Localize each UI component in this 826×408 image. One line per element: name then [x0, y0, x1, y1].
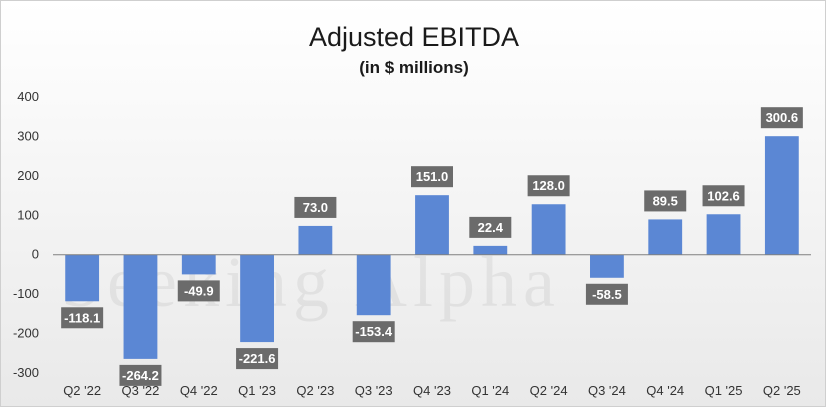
x-tick-label: Q4 '22 — [180, 383, 218, 398]
data-label-box — [177, 280, 220, 302]
y-tick-label: -100 — [13, 286, 39, 301]
x-tick-label: Q4 '23 — [413, 383, 451, 398]
x-tick-label: Q2 '23 — [296, 383, 334, 398]
bar — [415, 195, 449, 255]
data-label-text: 128.0 — [532, 178, 565, 193]
data-label: -221.6 — [236, 348, 279, 370]
x-tick-label: Q2 '24 — [530, 383, 568, 398]
data-label-box — [411, 166, 453, 188]
bar — [531, 204, 566, 255]
bar — [590, 254, 624, 278]
data-label-text: 151.0 — [416, 169, 449, 184]
data-label: 151.0 — [411, 166, 453, 188]
x-axis: Q2 '22 Q3 '22 Q4 '22 Q1 '23 Q2 '23 Q3 '23 Q4 '… — [63, 383, 801, 398]
data-label: 128.0 — [527, 175, 570, 197]
y-tick-label: 0 — [32, 247, 39, 262]
data-label-text: -58.5 — [592, 287, 622, 302]
data-label-box — [527, 175, 570, 197]
bar — [356, 254, 391, 316]
y-tick-label: -300 — [13, 365, 39, 380]
data-label-box — [469, 216, 512, 238]
y-tick-label: -200 — [13, 326, 39, 341]
chart-title: Adjusted EBITDA — [309, 22, 519, 52]
data-label-text: -264.2 — [122, 368, 159, 383]
data-label: -264.2 — [119, 364, 162, 386]
data-label-box — [644, 190, 687, 212]
data-label-box — [294, 196, 337, 218]
data-label: -153.4 — [352, 321, 395, 343]
bar — [706, 214, 741, 255]
data-label: -49.9 — [177, 280, 220, 302]
chart-subtitle: (in $ millions) — [359, 58, 469, 77]
x-tick-label: Q3 '22 — [122, 383, 160, 398]
x-tick-label: Q4 '24 — [646, 383, 684, 398]
y-axis: -300 -200 -100 0 100 200 300 400 — [13, 89, 39, 380]
data-label-box — [702, 185, 745, 207]
bar — [764, 136, 799, 255]
bar — [298, 225, 333, 255]
x-tick-label: Q2 '25 — [763, 383, 801, 398]
y-tick-label: 200 — [17, 168, 39, 183]
data-label-text: 73.0 — [303, 200, 328, 215]
data-label-text: -118.1 — [64, 310, 100, 325]
y-tick-label: 300 — [17, 128, 39, 143]
data-label-box — [61, 307, 104, 329]
data-labels-group: -118.1 -264.2 -49.9 -221.6 73.0 -153.4 151.0 22… — [61, 107, 803, 386]
data-label: 22.4 — [469, 216, 512, 238]
y-tick-label: 400 — [17, 89, 39, 104]
data-label: 102.6 — [702, 185, 745, 207]
bar — [181, 254, 216, 275]
x-tick-label: Q1 '23 — [238, 383, 276, 398]
y-tick-label: 100 — [17, 207, 39, 222]
x-tick-label: Q3 '23 — [355, 383, 393, 398]
bar — [123, 254, 158, 359]
data-label: 89.5 — [644, 190, 687, 212]
data-label-box — [119, 364, 162, 386]
data-label: -118.1 — [61, 307, 104, 329]
data-label-text: 102.6 — [707, 188, 740, 203]
x-tick-label: Q1 '24 — [471, 383, 509, 398]
data-label: -58.5 — [585, 283, 628, 305]
bars-group — [65, 136, 799, 359]
data-label-box — [585, 283, 628, 305]
bar — [473, 245, 508, 255]
data-label-text: 22.4 — [478, 220, 504, 235]
data-label: 73.0 — [294, 196, 337, 218]
data-label-box — [760, 107, 803, 129]
x-tick-label: Q1 '25 — [705, 383, 743, 398]
x-tick-label: Q3 '24 — [588, 383, 626, 398]
data-label-box — [352, 321, 395, 343]
x-tick-label: Q2 '22 — [63, 383, 101, 398]
data-label-text: 89.5 — [653, 193, 678, 208]
data-label: 300.6 — [760, 107, 803, 129]
data-label-text: -49.9 — [184, 283, 214, 298]
data-label-text: -221.6 — [239, 351, 276, 366]
bar — [240, 254, 274, 343]
data-label-text: 300.6 — [766, 110, 799, 125]
data-label-text: -153.4 — [355, 324, 393, 339]
data-label-box — [236, 348, 279, 370]
bar — [648, 219, 683, 255]
bar — [65, 254, 100, 302]
